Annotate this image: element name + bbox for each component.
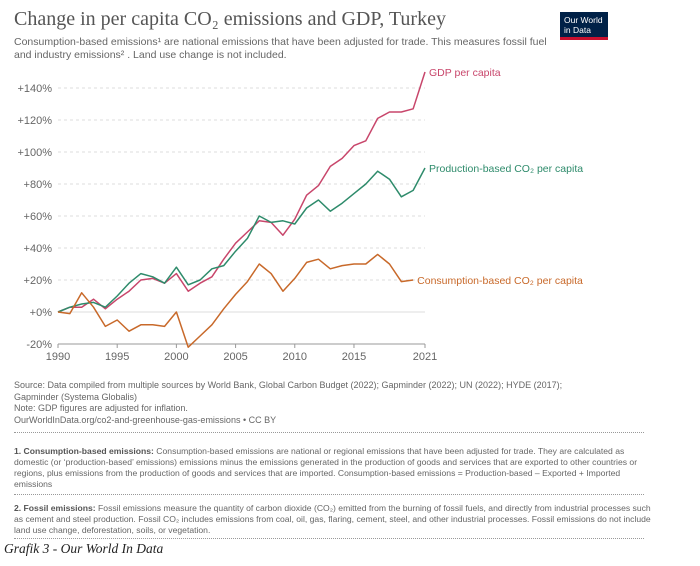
y-axis-labels: -20% +0% +20% +40% +60% +80% +100% +120% +140% <box>17 83 52 351</box>
series-layer <box>57 71 426 348</box>
line-chart: -20% +0% +20% +40% +60% +80% +100% +120% +140% 1… <box>17 67 583 363</box>
y-tick-label: +60% <box>24 211 53 223</box>
footnote-2: 2. Fossil emissions: Fossil emissions me… <box>14 503 654 536</box>
x-tick-label: 1995 <box>105 351 129 363</box>
y-tick-label: +20% <box>24 275 53 287</box>
y-tick-label: +120% <box>17 115 52 127</box>
source-line-2: Gapminder (Systema Globalis) <box>14 391 138 402</box>
grid-layer <box>58 87 425 345</box>
y-tick-label: +140% <box>17 83 52 95</box>
logo-line-1: Our World <box>564 15 603 25</box>
series-label: Consumption-based CO₂ per capita <box>417 275 583 287</box>
x-tick-label: 1990 <box>46 351 70 363</box>
x-tick-label: 2015 <box>342 351 366 363</box>
divider <box>14 432 644 433</box>
source-notes: Source: Data compiled from multiple sour… <box>14 380 654 426</box>
series-labels: GDP per capita Production-based CO₂ per c… <box>417 67 583 287</box>
x-tick-label: 2005 <box>223 351 247 363</box>
series-line <box>57 253 414 348</box>
chart-subtitle: Consumption-based emissions¹ are nationa… <box>14 36 574 62</box>
footnote-2-text: Fossil emissions measure the quantity of… <box>14 503 651 535</box>
footnote-2-label: 2. Fossil emissions: <box>14 503 96 513</box>
chart-title: Change in per capita CO₂ emissions and G… <box>14 8 446 30</box>
y-tick-label: +0% <box>30 307 53 319</box>
owid-logo[interactable]: Our World in Data <box>560 12 608 40</box>
y-tick-label: +40% <box>24 243 53 255</box>
source-line-1: Source: Data compiled from multiple sour… <box>14 380 563 390</box>
divider <box>14 494 644 495</box>
footnote-1-label: 1. Consumption-based emissions: <box>14 446 154 456</box>
subtitle-line-2: and industry emissions² . Land use chang… <box>14 49 287 61</box>
series-label: GDP per capita <box>429 67 501 79</box>
note-line: Note: GDP figures are adjusted for infla… <box>14 403 188 413</box>
x-axis-labels: 1990 1995 2000 2005 2010 2015 2021 <box>46 344 437 363</box>
series-line <box>57 167 426 313</box>
x-tick-label: 2000 <box>164 351 188 363</box>
figure-caption: Grafik 3 - Our World In Data <box>4 541 164 556</box>
source-url[interactable]: OurWorldInData.org/co2-and-greenhouse-ga… <box>14 414 277 425</box>
y-tick-label: +80% <box>24 179 53 191</box>
logo-line-2: in Data <box>564 24 591 35</box>
divider <box>14 538 644 539</box>
series-line <box>57 71 426 313</box>
series-label: Production-based CO₂ per capita <box>429 163 583 175</box>
y-tick-label: -20% <box>26 339 52 351</box>
y-tick-label: +100% <box>17 147 52 159</box>
x-tick-label: 2010 <box>283 351 307 363</box>
footnote-1-text: Consumption-based emissions are national… <box>14 446 638 489</box>
subtitle-line-1: Consumption-based emissions¹ are nationa… <box>14 36 547 48</box>
footnote-1: 1. Consumption-based emissions: Consumpt… <box>14 446 654 490</box>
x-tick-label: 2021 <box>413 351 437 363</box>
